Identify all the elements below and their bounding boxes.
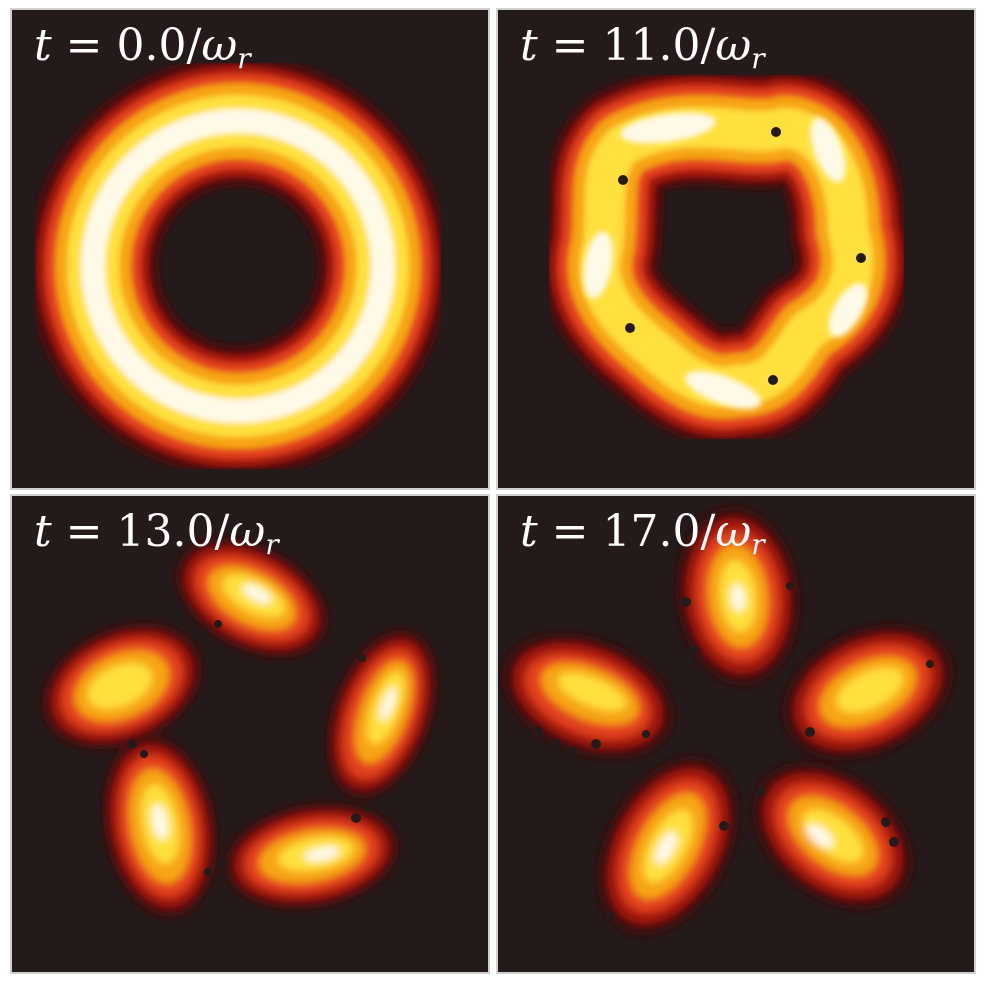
panel-t0: t = 0.0/ωr (10, 8, 490, 490)
pentagon-density-plot (541, 68, 912, 446)
panel-label-t11: t = 11.0/ωr (520, 20, 765, 75)
panel-label-t17: t = 17.0/ωr (520, 506, 765, 561)
ring-density-plot (27, 55, 449, 477)
panel-t13: t = 13.0/ωr (10, 494, 490, 974)
panel-t11: t = 11.0/ωr (496, 8, 976, 490)
panel-label-t13: t = 13.0/ωr (34, 506, 279, 561)
panel-label-t0: t = 0.0/ωr (34, 20, 251, 75)
five-lobe-linked-density-plot (41, 538, 438, 918)
panel-t17: t = 17.0/ωr (496, 494, 976, 974)
five-lobe-separated-density-plot (501, 506, 954, 936)
